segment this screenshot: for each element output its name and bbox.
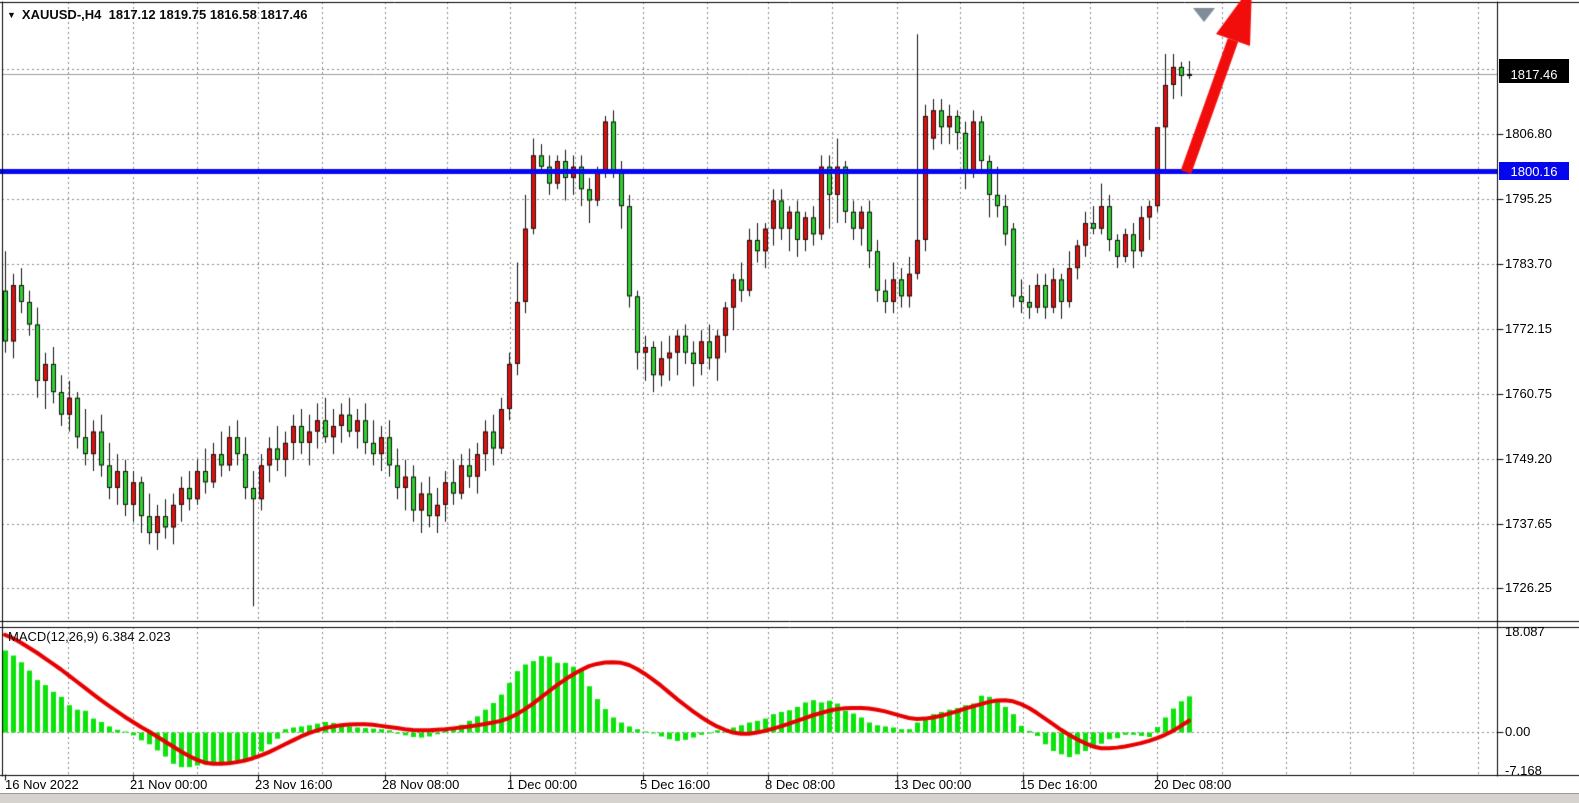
price-axis-label: 1737.65	[1505, 516, 1552, 531]
window-bottom-strip	[0, 793, 1579, 803]
price-axis-label: 1795.25	[1505, 191, 1552, 206]
chart-title: ▼ XAUUSD-,H4 1817.12 1819.75 1816.58 1817…	[7, 7, 307, 22]
time-axis-label: 23 Nov 16:00	[255, 777, 333, 792]
time-axis-label: 20 Dec 08:00	[1154, 777, 1232, 792]
macd-zero-label: 0.00	[1505, 724, 1531, 739]
time-axis-label: 28 Nov 08:00	[382, 777, 460, 792]
bid-price-tag: 1817.46	[1499, 65, 1569, 83]
price-axis-label: 1760.75	[1505, 386, 1552, 401]
hidden-price-tag	[1499, 59, 1569, 66]
time-axis-label: 13 Dec 00:00	[894, 777, 972, 792]
symbol-period-label: XAUUSD-,H4	[21, 7, 102, 22]
macd-indicator-label: MACD(12,26,9) 6.384 2.023	[8, 629, 171, 644]
time-axis-label: 15 Dec 16:00	[1020, 777, 1098, 792]
hline-price-tag: 1800.16	[1499, 162, 1569, 180]
price-axis-label: 1783.70	[1505, 256, 1552, 271]
price-axis-label: 1772.15	[1505, 321, 1552, 336]
ohlc-readout: 1817.12 1819.75 1816.58 1817.46	[108, 7, 308, 22]
macd-max-label: 18.087	[1505, 624, 1545, 639]
time-axis-label: 8 Dec 08:00	[765, 777, 836, 792]
time-axis-label: 1 Dec 00:00	[507, 777, 578, 792]
macd-min-label: -7.168	[1505, 763, 1542, 778]
time-axis-label: 21 Nov 00:00	[130, 777, 208, 792]
symbol-dropdown-icon[interactable]: ▼	[7, 10, 16, 20]
time-axis-label: 16 Nov 2022	[5, 777, 79, 792]
price-axis-label: 1726.25	[1505, 580, 1552, 595]
price-axis-label: 1806.80	[1505, 126, 1552, 141]
price-axis-label: 1749.20	[1505, 451, 1552, 466]
time-axis-label: 5 Dec 16:00	[640, 777, 711, 792]
